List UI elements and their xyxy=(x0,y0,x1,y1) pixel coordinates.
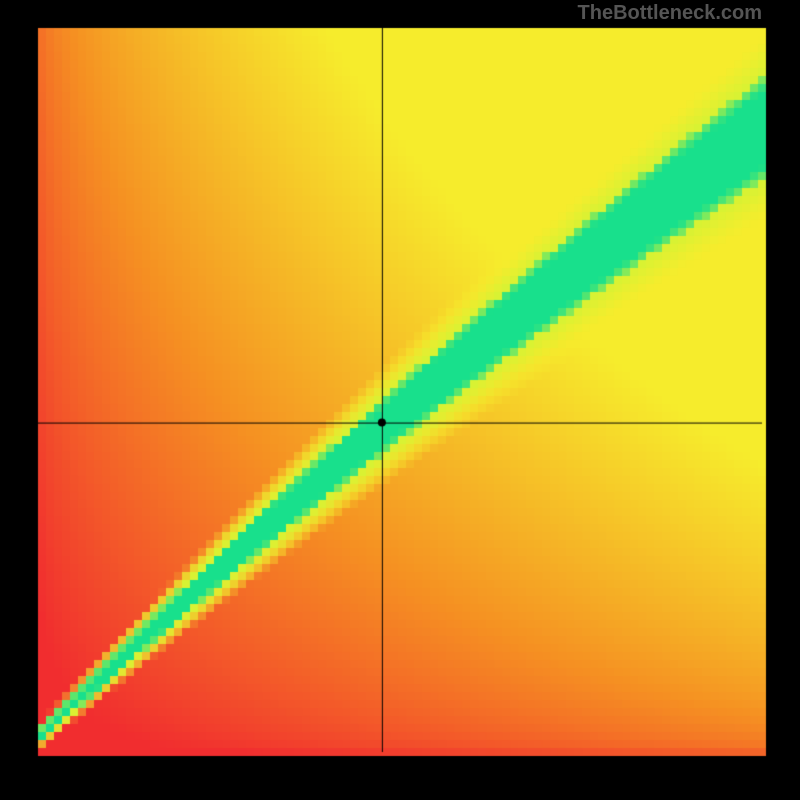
watermark-text: TheBottleneck.com xyxy=(578,2,762,25)
bottleneck-heatmap xyxy=(0,0,800,800)
chart-container: { "watermark": { "text": "TheBottleneck.… xyxy=(0,0,800,800)
